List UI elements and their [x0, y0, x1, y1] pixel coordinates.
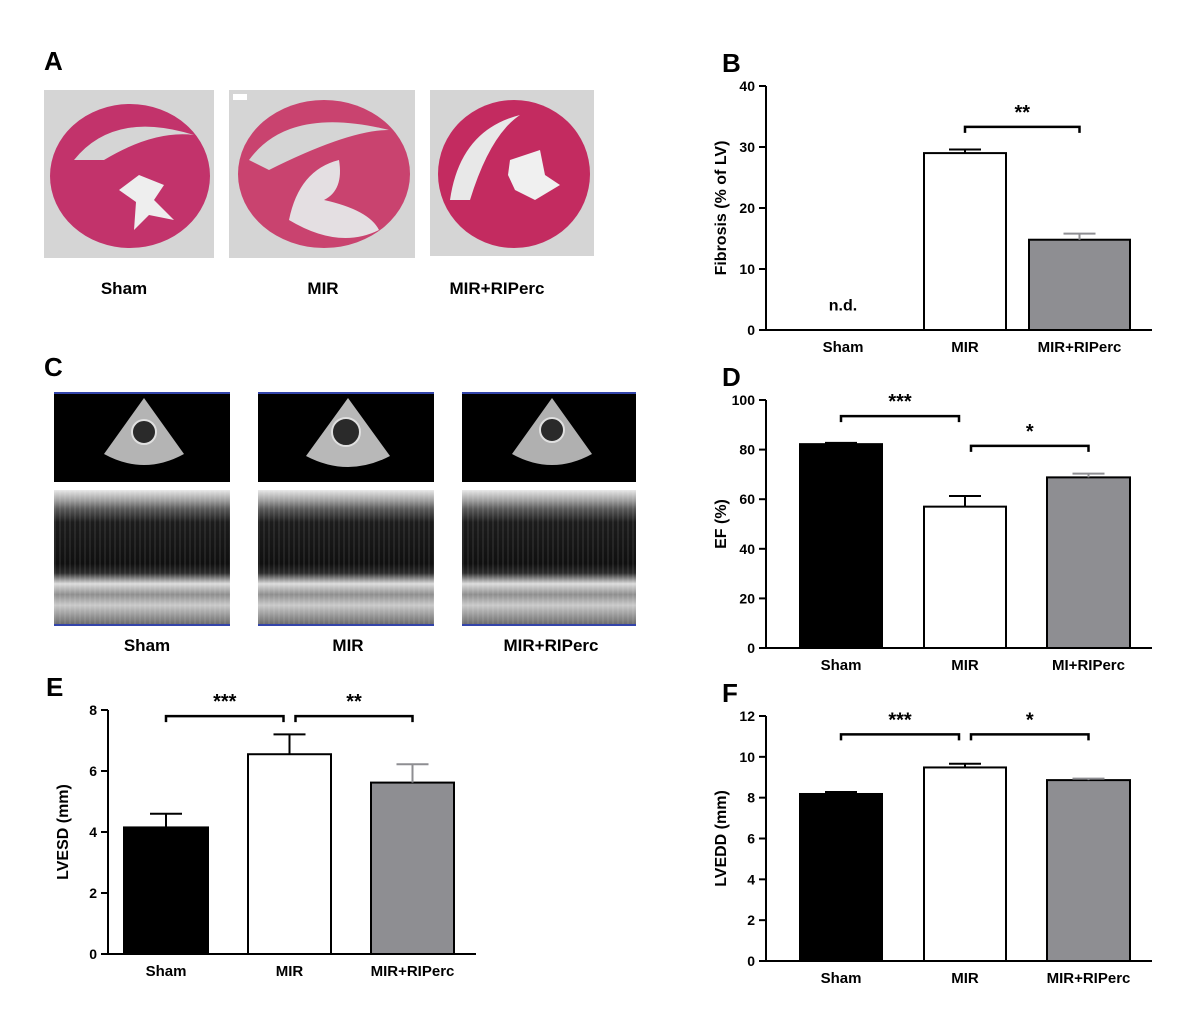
histology-image-mir-riperc: [430, 90, 594, 256]
y-tick-label: 8: [89, 702, 97, 718]
significance-label-d-0: ***: [888, 391, 912, 413]
significance-bracket-d-1: [969, 444, 1090, 452]
bar-d-0: [799, 443, 883, 649]
bar-f-0: [799, 792, 883, 962]
significance-label-e-1: **: [346, 691, 362, 713]
histology-label-mir: MIR: [307, 279, 339, 298]
y-tick-label: 20: [739, 590, 755, 606]
y-axis-label: Fibrosis (% of LV): [713, 141, 730, 276]
heart-section-sham-icon: [50, 104, 210, 248]
histology-label-mir-riperc: MIR+RIPerc: [449, 279, 545, 298]
category-label-d-0: Sham: [821, 657, 862, 674]
significance-label-b-0: **: [1014, 102, 1030, 124]
significance-label-e-0: ***: [213, 691, 237, 713]
histology-image-sham: [44, 90, 214, 258]
y-tick-label: 6: [89, 763, 97, 779]
echo-label-sham: Sham: [123, 636, 171, 655]
y-tick-label: 6: [747, 831, 755, 847]
significance-label-f-0: ***: [888, 709, 912, 731]
category-label-f-1: MIR: [951, 970, 979, 987]
y-axis-label: EF (%): [713, 499, 730, 549]
y-tick-label: 2: [89, 885, 97, 901]
y-tick-label: 30: [739, 139, 755, 155]
y-tick-label: 0: [89, 946, 97, 962]
y-tick-label: 4: [747, 871, 755, 887]
category-label-e-0: Sham: [146, 963, 187, 980]
histology-label-sham: Sham: [100, 279, 148, 298]
category-label-e-2: MIR+RIPerc: [371, 963, 455, 980]
echo-image-mir: [258, 392, 434, 628]
panel-letter-d: D: [722, 362, 741, 392]
echo-sector-mir-riperc-icon: [512, 398, 592, 465]
bar-b-2: [1028, 238, 1131, 331]
bar-f-1: [923, 766, 1007, 962]
annotation-b-0: n.d.: [829, 297, 857, 314]
significance-bracket-b-0: [963, 125, 1081, 133]
y-tick-label: 80: [739, 442, 755, 458]
y-tick-label: 12: [739, 708, 755, 724]
echo-sector-mir-icon: [306, 398, 390, 467]
y-tick-label: 8: [747, 790, 755, 806]
bar-d-2: [1046, 476, 1131, 649]
panel-letter-a: A: [44, 46, 63, 76]
echo-sector-sham-icon: [104, 398, 184, 465]
echo-image-sham: [54, 392, 230, 628]
significance-bracket-e-1: [294, 714, 414, 723]
significance-bracket-f-1: [969, 733, 1090, 741]
category-label-e-1: MIR: [276, 963, 304, 980]
histology-image-mir: [229, 90, 415, 258]
category-label-d-1: MIR: [951, 657, 979, 674]
bar-d-1: [923, 505, 1007, 649]
category-label-b-2: MIR+RIPerc: [1038, 339, 1122, 356]
panel-letter-f: F: [722, 678, 738, 708]
y-tick-label: 0: [747, 640, 755, 656]
y-tick-label: 2: [747, 912, 755, 928]
echo-image-mir-riperc: [462, 392, 636, 628]
bar-e-2: [370, 781, 455, 955]
y-tick-label: 100: [732, 392, 756, 408]
y-tick-label: 40: [739, 78, 755, 94]
significance-bracket-f-0: [839, 733, 961, 741]
y-tick-label: 60: [739, 491, 755, 507]
significance-label-f-1: *: [1026, 709, 1034, 731]
heart-section-mir-icon: [233, 94, 410, 248]
category-label-f-0: Sham: [821, 970, 862, 987]
significance-label-d-1: *: [1026, 421, 1034, 443]
chart-fibrosis: B 0 10 20 30 40 Fibrosis (% of LV) Sham MIR MIR+R…: [713, 48, 1152, 356]
bar-b-1: [923, 152, 1007, 331]
bar-e-1: [247, 753, 332, 955]
significance-bracket-d-0: [839, 414, 961, 423]
y-tick-label: 0: [747, 322, 755, 338]
echo-label-mir: MIR: [332, 636, 364, 655]
y-tick-label: 20: [739, 200, 755, 216]
panel-letter-c: C: [44, 352, 63, 382]
y-tick-label: 4: [89, 824, 97, 840]
bar-f-2: [1046, 779, 1131, 962]
echo-label-mir-riperc: MIR+RIPerc: [503, 636, 599, 655]
panel-letter-b: B: [722, 48, 741, 78]
bar-e-0: [123, 826, 209, 955]
category-label-f-2: MIR+RIPerc: [1047, 970, 1131, 987]
significance-bracket-e-0: [164, 714, 285, 723]
category-label-d-2: MI+RIPerc: [1052, 657, 1125, 674]
category-label-b-0: Sham: [823, 339, 864, 356]
heart-section-mir-riperc-icon: [438, 100, 590, 248]
y-axis-label: LVEDD (mm): [713, 790, 730, 887]
panel-letter-e: E: [46, 672, 63, 702]
y-tick-label: 40: [739, 541, 755, 557]
category-label-b-1: MIR: [951, 339, 979, 356]
y-tick-label: 10: [739, 261, 755, 277]
y-tick-label: 0: [747, 953, 755, 969]
y-axis-label: LVESD (mm): [55, 784, 72, 880]
y-tick-label: 10: [739, 749, 755, 765]
